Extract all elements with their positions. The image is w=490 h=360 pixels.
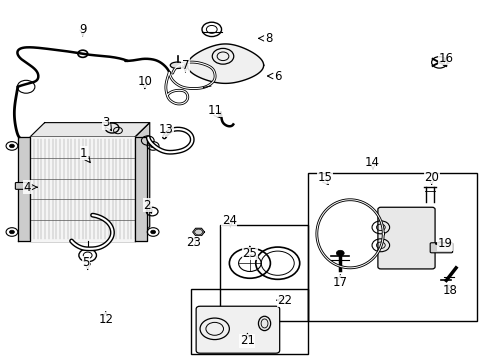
Text: 14: 14 (365, 156, 380, 169)
Text: 18: 18 (443, 284, 458, 297)
FancyBboxPatch shape (378, 207, 435, 269)
Polygon shape (30, 123, 150, 137)
Text: 24: 24 (222, 214, 237, 227)
Text: 23: 23 (186, 236, 201, 249)
Ellipse shape (258, 316, 270, 330)
Circle shape (9, 144, 14, 148)
Polygon shape (18, 137, 30, 241)
FancyBboxPatch shape (430, 243, 453, 253)
FancyBboxPatch shape (15, 183, 27, 189)
Polygon shape (135, 123, 150, 241)
Polygon shape (30, 137, 135, 241)
Polygon shape (187, 44, 264, 84)
Text: 12: 12 (98, 312, 113, 326)
Text: 22: 22 (277, 294, 293, 307)
FancyBboxPatch shape (196, 306, 280, 353)
Text: 7: 7 (182, 59, 189, 72)
Text: 3: 3 (102, 116, 109, 129)
Bar (220, 225, 308, 320)
Text: 21: 21 (240, 334, 255, 347)
Text: 17: 17 (333, 276, 348, 289)
Bar (30, 137, 135, 241)
Circle shape (336, 250, 344, 256)
Text: 5: 5 (82, 256, 90, 269)
Text: 20: 20 (424, 171, 439, 184)
Text: 10: 10 (137, 75, 152, 88)
Text: 9: 9 (79, 23, 87, 36)
Ellipse shape (170, 62, 185, 68)
Text: 1: 1 (80, 147, 88, 159)
Text: 13: 13 (158, 123, 173, 136)
Text: 19: 19 (438, 237, 453, 250)
Bar (308, 173, 477, 320)
Text: 6: 6 (274, 69, 282, 82)
Circle shape (151, 230, 156, 234)
Text: 25: 25 (243, 247, 257, 260)
Circle shape (151, 144, 156, 148)
Text: 8: 8 (265, 32, 272, 45)
Text: 2: 2 (144, 199, 151, 212)
Bar (191, 289, 308, 354)
Circle shape (9, 230, 14, 234)
Text: 16: 16 (439, 51, 454, 64)
Polygon shape (135, 137, 147, 241)
Text: 11: 11 (207, 104, 222, 117)
Text: 15: 15 (317, 171, 332, 184)
Text: 4: 4 (24, 181, 31, 194)
Polygon shape (193, 228, 204, 236)
